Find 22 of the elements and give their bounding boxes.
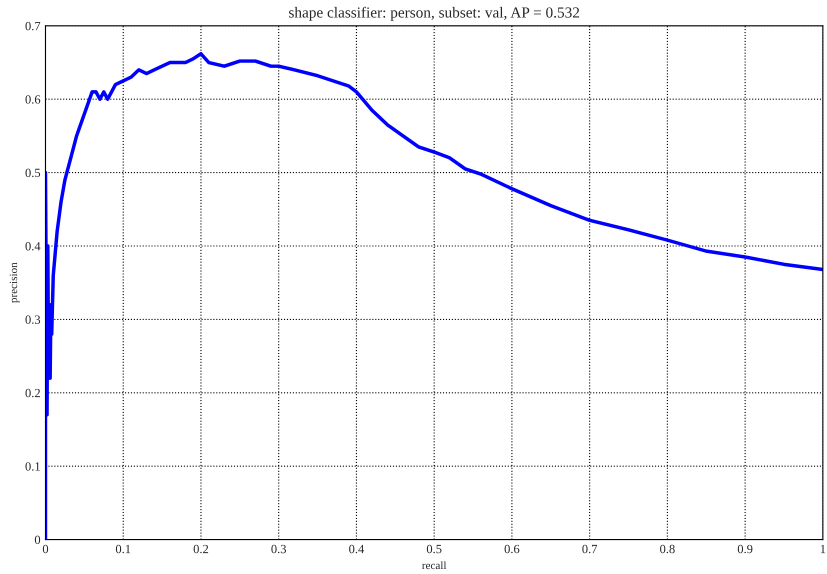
x-tick-label: 0.6	[504, 544, 520, 554]
chart-title: shape classifier: person, subset: val, AP = 0.532	[289, 6, 580, 21]
y-axis-title: precision	[10, 262, 20, 303]
y-tick-label: 0.2	[25, 388, 40, 398]
x-tick-label: 0.2	[194, 544, 208, 554]
x-tick-label: 0.3	[271, 544, 286, 554]
x-tick-label: 0.5	[426, 544, 442, 554]
x-tick-label: 0	[42, 544, 48, 554]
y-tick-label: 0.5	[25, 168, 40, 178]
y-tick-label: 0.7	[25, 22, 40, 30]
y-tick-label: 0.1	[25, 462, 40, 471]
x-tick-label: 1	[820, 544, 826, 554]
x-tick-label: 0.9	[738, 544, 752, 554]
y-tick-label: 0	[34, 536, 40, 544]
x-tick-label: 0.4	[349, 544, 364, 554]
x-axis-title: recall	[422, 561, 446, 570]
y-tick-label: 0.4	[25, 242, 40, 251]
x-tick-label: 0.7	[582, 544, 598, 554]
y-tick-label: 0.6	[25, 95, 40, 104]
y-tick-label: 0.3	[25, 315, 40, 324]
x-tick-label: 0.8	[660, 544, 675, 554]
x-tick-label: 0.1	[116, 544, 130, 554]
